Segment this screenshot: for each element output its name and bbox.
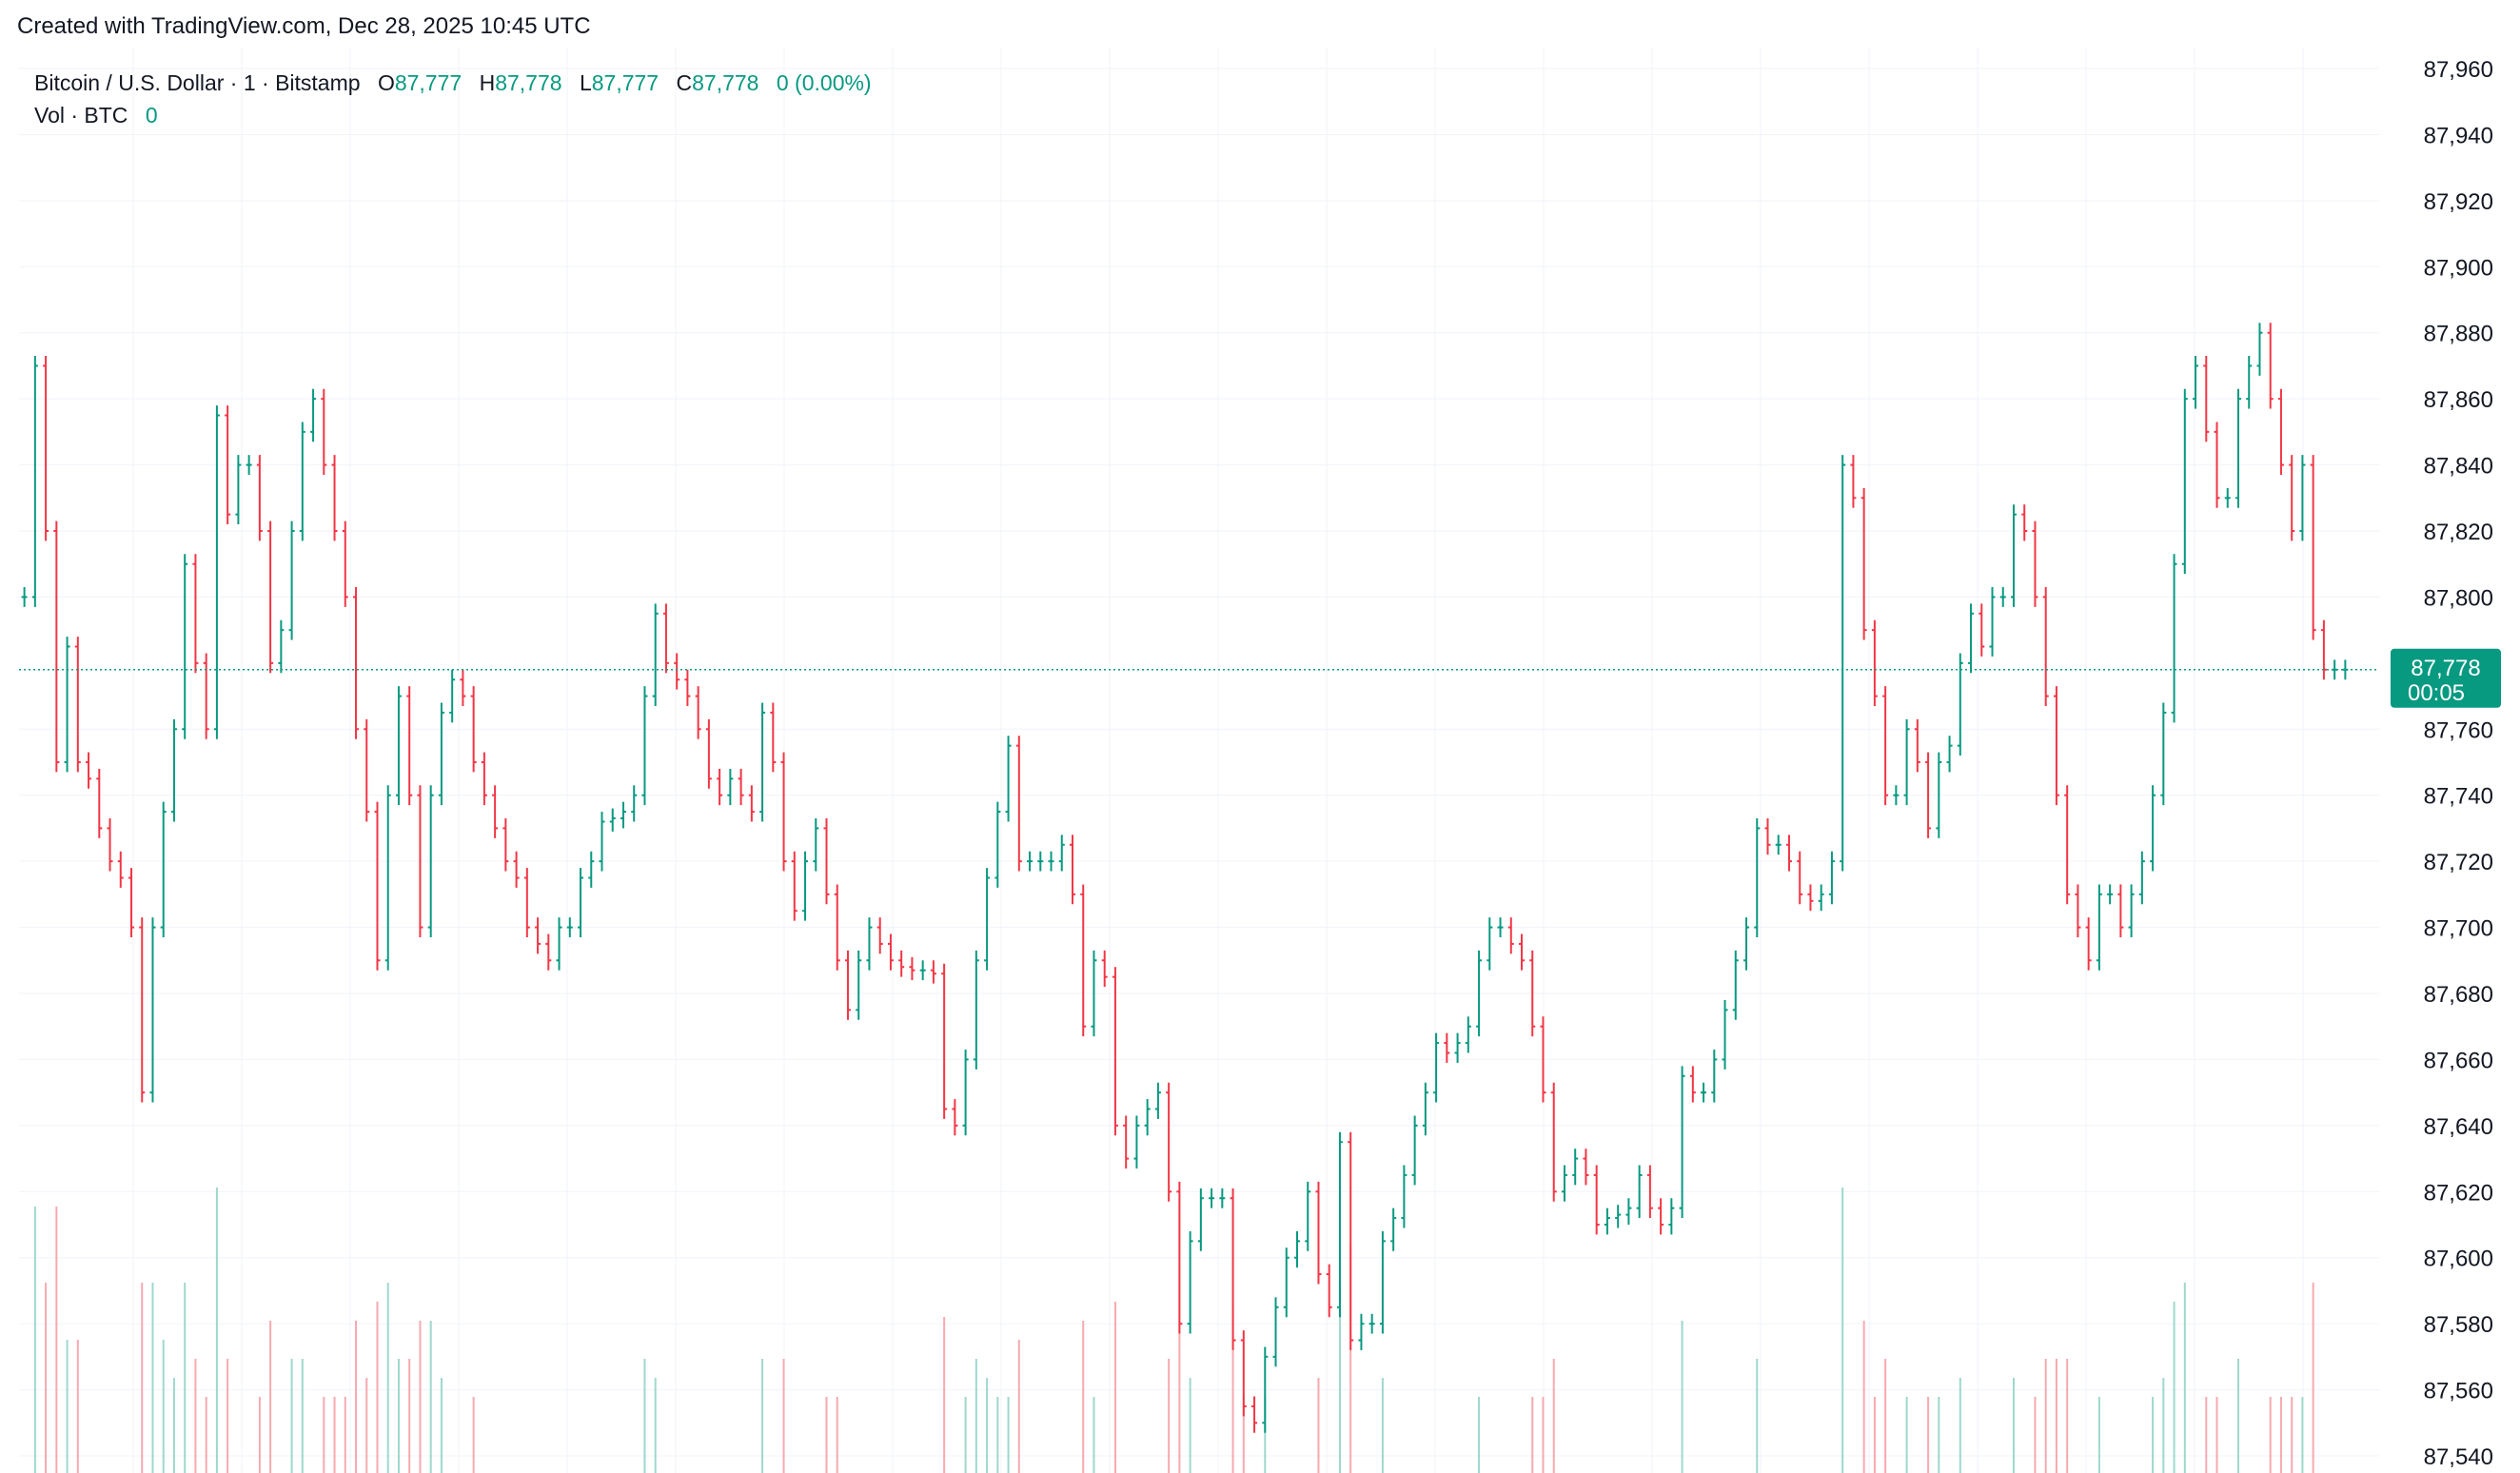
price-tag-countdown: 00:05 bbox=[2408, 680, 2465, 706]
y-tick-label: 87,700 bbox=[2424, 916, 2493, 942]
grid-lines bbox=[19, 48, 2379, 1473]
y-tick-label: 87,960 bbox=[2424, 57, 2493, 83]
y-tick-label: 87,880 bbox=[2424, 322, 2493, 347]
volume-row: Vol · BTC 0 bbox=[34, 99, 872, 131]
y-tick-label: 87,680 bbox=[2424, 982, 2493, 1008]
low-label: L bbox=[579, 70, 592, 95]
y-tick-label: 87,540 bbox=[2424, 1444, 2493, 1470]
y-tick-label: 87,600 bbox=[2424, 1247, 2493, 1272]
created-with-watermark: Created with TradingView.com, Dec 28, 20… bbox=[17, 13, 591, 39]
y-tick-label: 87,860 bbox=[2424, 387, 2493, 413]
y-tick-label: 87,660 bbox=[2424, 1048, 2493, 1073]
open-label: O bbox=[377, 70, 395, 95]
symbol-title[interactable]: Bitcoin / U.S. Dollar · 1 · Bitstamp bbox=[34, 70, 361, 95]
y-tick-label: 87,620 bbox=[2424, 1180, 2493, 1206]
y-tick-label: 87,720 bbox=[2424, 850, 2493, 875]
volume-value: 0 bbox=[145, 103, 158, 128]
y-tick-label: 87,760 bbox=[2424, 717, 2493, 743]
high-label: H bbox=[479, 70, 496, 95]
change-value: 0 (0.00%) bbox=[776, 70, 872, 95]
chart-legend: Bitcoin / U.S. Dollar · 1 · Bitstamp O87… bbox=[34, 67, 872, 131]
high-value: 87,778 bbox=[495, 70, 562, 95]
y-tick-label: 87,820 bbox=[2424, 520, 2493, 545]
y-tick-label: 87,920 bbox=[2424, 189, 2493, 215]
y-tick-label: 87,640 bbox=[2424, 1114, 2493, 1140]
low-value: 87,777 bbox=[591, 70, 660, 95]
y-tick-label: 87,900 bbox=[2424, 255, 2493, 281]
price-bars bbox=[21, 323, 2349, 1433]
y-tick-label: 87,800 bbox=[2424, 585, 2493, 611]
y-tick-label: 87,740 bbox=[2424, 784, 2493, 810]
y-tick-label: 87,940 bbox=[2424, 123, 2493, 148]
y-tick-label: 87,840 bbox=[2424, 454, 2493, 480]
price-tag-box bbox=[2391, 648, 2501, 708]
price-tag-value: 87,778 bbox=[2411, 656, 2480, 681]
price-axis: 87,960 87,940 87,920 87,900 87,880 87,860 87,8… bbox=[2424, 57, 2493, 1470]
y-tick-label: 87,580 bbox=[2424, 1312, 2493, 1338]
y-tick-label: 87,560 bbox=[2424, 1379, 2493, 1404]
close-value: 87,778 bbox=[692, 70, 759, 95]
close-label: C bbox=[676, 70, 693, 95]
ohlc-row: Bitcoin / U.S. Dollar · 1 · Bitstamp O87… bbox=[34, 67, 872, 99]
volume-label[interactable]: Vol · BTC bbox=[34, 103, 128, 128]
volume-bars bbox=[33, 1188, 2314, 1473]
open-value: 87,777 bbox=[394, 70, 463, 95]
